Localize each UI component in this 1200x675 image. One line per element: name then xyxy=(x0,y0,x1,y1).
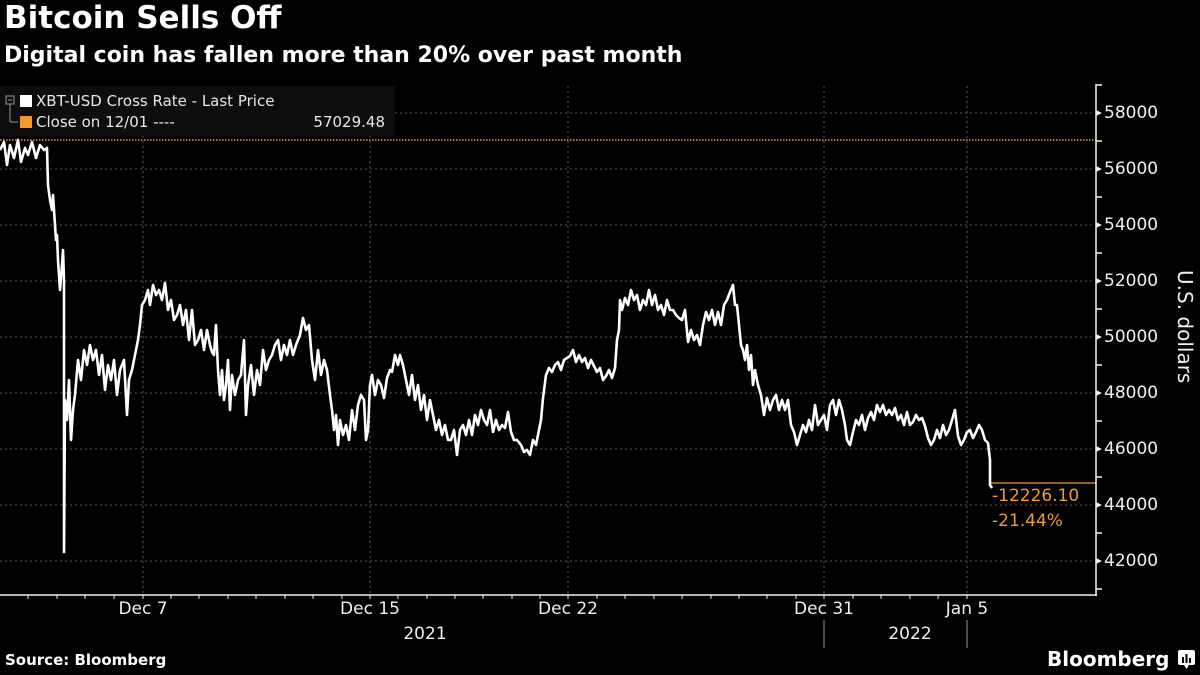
chart-subtitle: Digital coin has fallen more than 20% ov… xyxy=(4,43,683,68)
y-tick-label: 48000 xyxy=(1104,383,1159,403)
bloomberg-chart-icon xyxy=(1178,650,1195,669)
x-tick-label: Dec 15 xyxy=(340,599,400,619)
y-tick-label: 46000 xyxy=(1104,439,1159,459)
x-tick-label: Jan 5 xyxy=(945,599,989,619)
legend-item-price: XBT-USD Cross Rate - Last Price xyxy=(20,92,274,110)
orange-swatch-icon xyxy=(20,116,32,128)
legend-reference-label: Close on 12/01 ---- xyxy=(36,113,175,131)
horizontal-gridlines xyxy=(0,112,1096,562)
x-tick-label: Dec 22 xyxy=(538,599,598,619)
y-tick-label: 54000 xyxy=(1104,215,1159,235)
source-note: Source: Bloomberg xyxy=(5,651,167,669)
change-value-annotation: -12226.10 xyxy=(992,486,1080,506)
legend-item-reference: Close on 12/01 ---- xyxy=(20,113,175,131)
x-tick-label: Dec 31 xyxy=(794,599,854,619)
legend: XBT-USD Cross Rate - Last Price Close on… xyxy=(0,86,395,136)
legend-price-label: XBT-USD Cross Rate - Last Price xyxy=(36,92,275,110)
year-separators xyxy=(823,620,968,648)
y-tick-label: 58000 xyxy=(1104,103,1159,123)
y-tick-label: 52000 xyxy=(1104,271,1159,291)
price-line xyxy=(0,138,994,554)
x-year-label: 2021 xyxy=(403,624,447,644)
y-tick-label: 44000 xyxy=(1104,495,1159,515)
white-swatch-icon xyxy=(20,95,32,107)
chart-title: Bitcoin Sells Off xyxy=(4,0,282,36)
vertical-gridlines xyxy=(142,86,968,594)
change-percent-annotation: -21.44% xyxy=(992,511,1063,531)
x-tick-label: Dec 7 xyxy=(118,599,168,619)
legend-reference-value: 57029.48 xyxy=(313,113,385,131)
y-axis xyxy=(1095,84,1102,596)
x-year-label: 2022 xyxy=(888,624,932,644)
brand-logo-text: Bloomberg xyxy=(1047,647,1170,671)
legend-tree-icon xyxy=(5,95,18,123)
y-tick-label: 50000 xyxy=(1104,327,1159,347)
x-axis-minor-ticks xyxy=(27,595,968,599)
y-tick-label: 42000 xyxy=(1104,551,1159,571)
y-axis-arrow-markers xyxy=(1096,110,1102,564)
y-axis-title: U.S. dollars xyxy=(1173,270,1197,384)
y-tick-label: 56000 xyxy=(1104,159,1159,179)
